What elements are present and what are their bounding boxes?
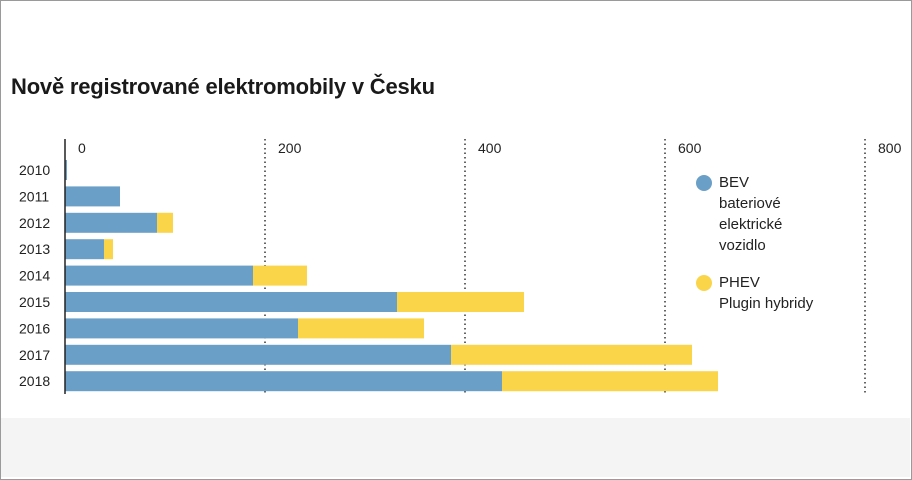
y-category-label-2014: 2014 — [19, 268, 50, 284]
y-category-label-2011: 2011 — [19, 188, 49, 204]
bars — [65, 160, 718, 392]
y-category-label-2016: 2016 — [19, 320, 50, 336]
y-category-label-2017: 2017 — [19, 347, 50, 363]
bar-phev-2012 — [157, 212, 173, 233]
chart-title: Nově registrované elektromobily v Česku — [11, 74, 435, 99]
bar-phev-2015 — [397, 292, 524, 312]
bar-bev-2014 — [65, 265, 253, 286]
bar-bev-2013 — [65, 239, 104, 260]
y-axis-categories: 2010 2011 2012 2013 2014 2015 2016 2017 2018 — [19, 162, 50, 389]
x-tick-label-200: 200 — [278, 140, 302, 156]
bar-bev-2015 — [65, 292, 397, 312]
y-category-label-2012: 2012 — [19, 215, 50, 231]
footer-band — [1, 418, 910, 477]
bar-bev-2016 — [65, 318, 298, 339]
bev-legend-desc-1: bateriové — [719, 195, 781, 212]
phev-legend-dot — [696, 275, 712, 291]
bar-phev-2017 — [451, 344, 692, 365]
bar-phev-2013 — [104, 239, 113, 260]
bar-bev-2011 — [65, 186, 120, 207]
x-axis-ticks: 0 200 400 600 800 — [78, 140, 902, 156]
bar-phev-2016 — [298, 318, 424, 339]
bar-bev-2010 — [65, 160, 67, 180]
legend-item-phev: PHEV Plugin hybridy — [696, 272, 813, 314]
bev-legend-label: BEV — [719, 174, 750, 191]
phev-legend-desc-1: Plugin hybridy — [719, 295, 814, 312]
x-tick-label-800: 800 — [878, 140, 902, 156]
y-category-label-2015: 2015 — [19, 294, 50, 310]
legend-item-bev: BEV bateriové elektrické vozidlo — [696, 172, 782, 256]
x-tick-label-600: 600 — [678, 140, 702, 156]
y-category-label-2013: 2013 — [19, 241, 50, 257]
bar-phev-2018 — [502, 371, 718, 392]
bar-bev-2018 — [65, 371, 502, 392]
bev-legend-desc-3: vozidlo — [719, 237, 766, 254]
phev-legend-label: PHEV — [719, 274, 760, 291]
bev-legend-dot — [696, 175, 712, 191]
bar-phev-2014 — [253, 265, 307, 286]
y-category-label-2018: 2018 — [19, 373, 50, 389]
bar-bev-2012 — [65, 212, 157, 233]
bev-legend-desc-2: elektrické — [719, 216, 783, 233]
y-category-label-2010: 2010 — [19, 162, 50, 178]
x-tick-label-0: 0 — [78, 140, 86, 156]
x-tick-label-400: 400 — [478, 140, 502, 156]
bar-bev-2017 — [65, 344, 451, 365]
